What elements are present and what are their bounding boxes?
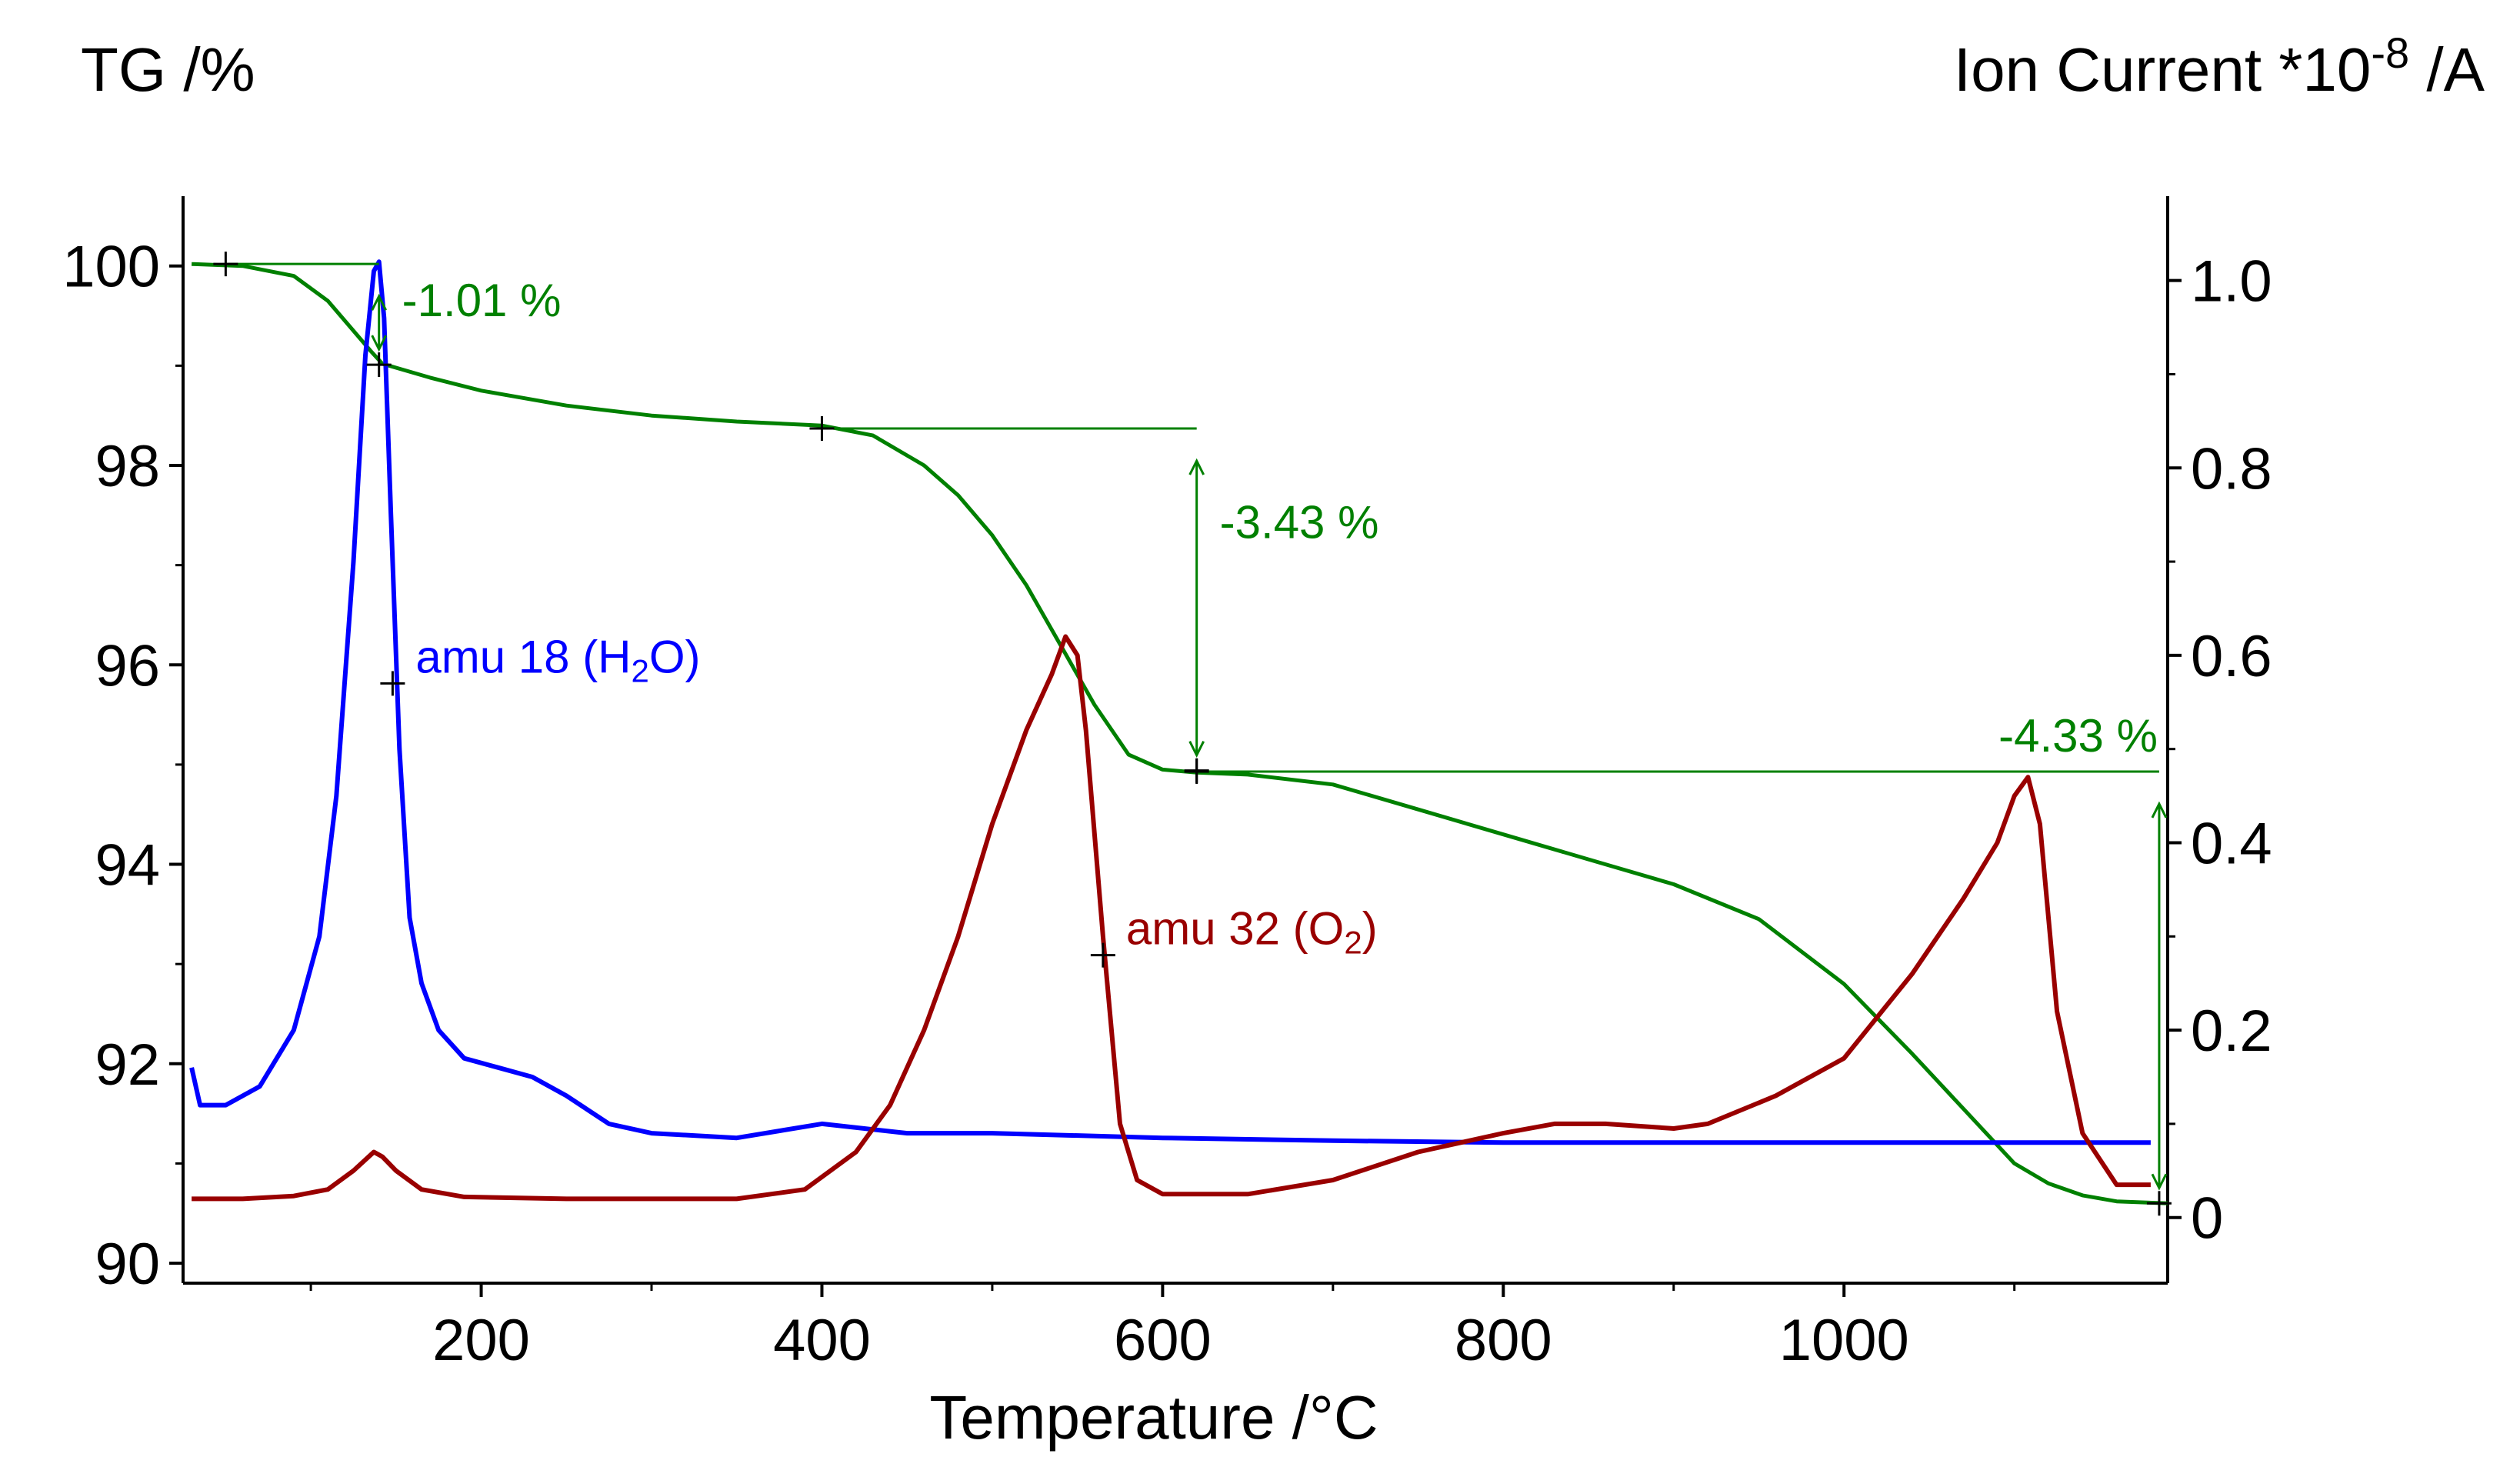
series-label-subscript: 2 bbox=[1344, 925, 1362, 961]
y-left-tick-label: 96 bbox=[95, 633, 160, 698]
right-axis-title-unit: /A bbox=[2409, 35, 2485, 104]
left-axis-title: TG /% bbox=[81, 35, 255, 104]
x-tick-label: 800 bbox=[1455, 1308, 1552, 1373]
series-label: amu 18 (H2O) bbox=[415, 631, 700, 688]
x-tick-label: 1000 bbox=[1779, 1308, 1909, 1373]
y-left-tick-label: 90 bbox=[95, 1232, 160, 1297]
y-right-tick-label: 0 bbox=[2191, 1186, 2223, 1252]
y-right-tick-label: 0.6 bbox=[2191, 624, 2272, 689]
series-layer bbox=[189, 259, 2168, 1205]
h2o-ion-current-curve bbox=[189, 259, 2151, 1145]
step-arrowhead bbox=[371, 293, 388, 311]
series-label: amu 32 (O2) bbox=[1126, 903, 1378, 961]
step-arrowhead bbox=[1188, 458, 1205, 475]
step-label: -3.43 % bbox=[1220, 496, 1379, 548]
series-label-main: amu 32 (O bbox=[1126, 903, 1344, 955]
y-right-tick-label: 0.4 bbox=[2191, 811, 2272, 876]
axes: 200 400 600 800 1000909294969810000.20.40.60… bbox=[62, 196, 2272, 1373]
step-label: -4.33 % bbox=[1998, 710, 2158, 762]
right-axis-title: Ion Current *10-8 /A bbox=[1954, 28, 2485, 104]
step-arrowhead bbox=[2151, 1173, 2168, 1191]
y-right-tick-label: 1.0 bbox=[2191, 249, 2272, 315]
series-label-end: ) bbox=[1362, 903, 1378, 955]
series-label-subscript: 2 bbox=[632, 652, 649, 688]
y-right-tick-label: 0.2 bbox=[2191, 999, 2272, 1064]
step-label: -1.01 % bbox=[402, 275, 562, 326]
y-left-tick-label: 98 bbox=[95, 434, 160, 499]
step-arrowhead bbox=[371, 335, 388, 352]
series-label-main: amu 18 (H bbox=[415, 631, 631, 682]
x-tick-label: 600 bbox=[1114, 1308, 1212, 1373]
step-arrowhead bbox=[2151, 801, 2168, 819]
step-arrowhead bbox=[1188, 741, 1205, 759]
x-tick-label: 400 bbox=[773, 1308, 871, 1373]
x-tick-label: 200 bbox=[432, 1308, 530, 1373]
y-left-tick-label: 92 bbox=[95, 1032, 160, 1098]
annotation-layer: -1.01 %-3.43 %-4.33 %amu 18 (H2O)amu 32 … bbox=[213, 252, 2172, 1216]
right-axis-title-base: Ion Current *10 bbox=[1954, 35, 2372, 104]
y-left-tick-label: 100 bbox=[62, 235, 160, 300]
o2-ion-current-curve bbox=[192, 634, 2151, 1202]
x-axis-title: Temperature /°C bbox=[929, 1383, 1378, 1452]
series-label-end: O) bbox=[649, 631, 701, 682]
right-axis-title-exponent: -8 bbox=[2371, 28, 2409, 77]
y-right-tick-label: 0.8 bbox=[2191, 436, 2272, 502]
y-left-tick-label: 94 bbox=[95, 833, 160, 899]
